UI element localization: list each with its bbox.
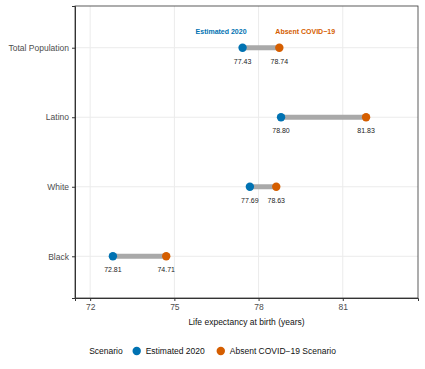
plot-background — [75, 6, 418, 298]
plot: 77.43 78.80 77.69 72.81 78.74 81.83 78.63 74.71… — [9, 6, 419, 312]
y-tick-mark — [72, 256, 75, 257]
y-tick-label: Latino — [46, 112, 69, 122]
point — [109, 252, 117, 260]
y-axis-line — [72, 7, 76, 299]
point — [238, 44, 246, 52]
legend-label: Estimated 2020 — [146, 346, 205, 356]
y-tick-label: Black — [48, 252, 70, 262]
grid-line — [75, 256, 418, 257]
legend-label: Absent COVID−19 Scenario — [230, 346, 336, 356]
point — [362, 113, 370, 121]
point — [277, 113, 285, 121]
x-tick-label: 75 — [170, 302, 180, 312]
x-tick: 75 — [170, 298, 180, 312]
point — [272, 183, 280, 191]
legend-title: Scenario — [89, 346, 123, 356]
data-label: 78.80 — [272, 127, 290, 134]
x-tick-mark — [174, 298, 175, 301]
y-axis: Total Population Latino White Black — [9, 7, 76, 299]
annotation: Estimated 2020 — [196, 28, 247, 35]
grid-line — [342, 6, 343, 298]
data-label: 78.63 — [267, 197, 285, 204]
legend-symbol — [217, 347, 225, 355]
data-label: 72.81 — [104, 266, 122, 273]
data-label: 74.71 — [157, 266, 175, 273]
x-tick: 81 — [339, 298, 349, 312]
y-tick-label: White — [47, 182, 69, 192]
x-tick: 72 — [86, 298, 96, 312]
annotation: Absent COVID−19 — [275, 28, 335, 35]
x-tick-label: 78 — [254, 302, 264, 312]
y-tick-mark — [72, 48, 75, 49]
x-axis-line — [76, 299, 419, 302]
chart: 77.43 78.80 77.69 72.81 78.74 81.83 78.63 74.71… — [0, 0, 425, 369]
x-axis-title: Life expectancy at birth (years) — [188, 317, 304, 327]
data-label: 78.74 — [271, 58, 289, 65]
data-label: 77.69 — [241, 197, 259, 204]
x-tick-mark — [90, 298, 91, 301]
x-tick-mark — [343, 298, 344, 301]
legend: Scenario Estimated 2020 Absent COVID−19 Sc… — [89, 346, 336, 356]
point — [275, 44, 283, 52]
data-labels: 77.43 78.80 77.69 72.81 78.74 81.83 78.63 74.71 — [104, 58, 375, 274]
data-label: 77.43 — [234, 58, 252, 65]
x-tick-label: 81 — [339, 302, 349, 312]
y-tick: White — [47, 182, 75, 192]
x-axis: 72 75 78 81 — [76, 298, 419, 312]
connector — [281, 115, 366, 120]
grid-line — [90, 6, 91, 298]
plot-frame — [75, 6, 418, 298]
connector — [113, 254, 166, 259]
connector — [243, 45, 280, 50]
annotations: Estimated 2020 Absent COVID−19 — [196, 28, 336, 35]
legend-symbol — [133, 347, 141, 355]
y-tick: Latino — [46, 112, 75, 122]
y-tick-mark — [72, 117, 75, 118]
y-tick: Black — [48, 252, 75, 262]
data-label: 81.83 — [357, 127, 375, 134]
y-tick-label: Total Population — [9, 43, 70, 53]
x-tick-mark — [259, 298, 260, 301]
point — [162, 252, 170, 260]
point — [246, 183, 254, 191]
y-tick: Total Population — [9, 43, 76, 53]
x-tick: 78 — [254, 298, 264, 312]
grid — [75, 6, 418, 298]
grid-line — [174, 6, 175, 298]
x-tick-label: 72 — [86, 302, 96, 312]
y-tick-mark — [72, 187, 75, 188]
marks — [109, 44, 371, 261]
